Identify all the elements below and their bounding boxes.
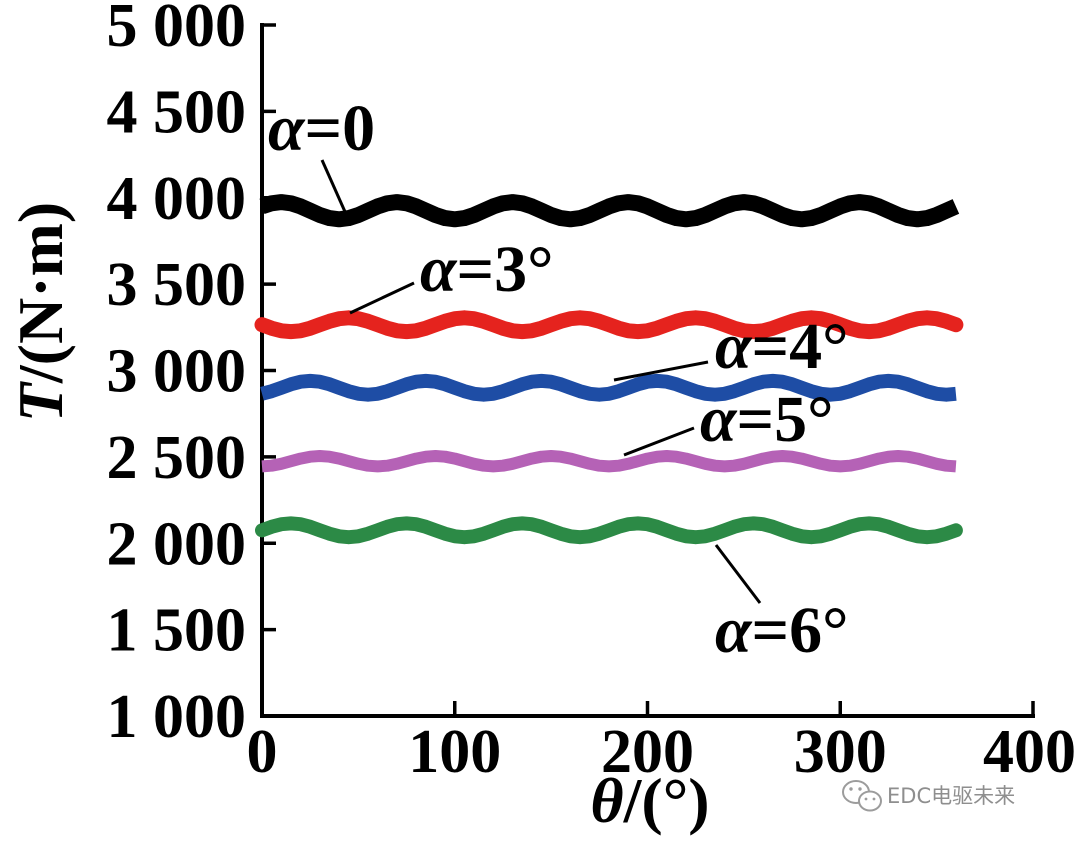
watermark-text: EDC电驱未来 [887,784,1015,808]
series-line-alpha-4 [260,373,957,402]
series-line-alpha-5 [261,450,957,473]
y-tick-label: 4 500 [107,78,247,146]
series-line-alpha-0 [259,194,960,228]
y-tick-label: 3 000 [107,338,247,406]
wechat-icon-eye [849,787,853,791]
x-axis-title: θ/(°) [590,765,709,836]
y-tick-label: 4 000 [107,165,247,233]
series-label-alpha-4: α=4° [715,310,849,383]
x-tick-label: 200 [601,718,694,786]
x-axis-ticks: 0 100 200 300 400 [247,701,1076,786]
x-tick-label: 0 [247,718,278,786]
series-annotations: α=0 α=3° α=4°α=5° α=6° [268,92,849,667]
wechat-icon-bubble-front [858,790,882,812]
series-lines [254,194,964,545]
x-tick-label: 100 [408,718,501,786]
series-line-alpha-6 [255,516,963,545]
wechat-icon-eye [872,797,876,801]
y-tick-label: 2 000 [107,510,247,578]
y-tick-label: 3 500 [107,251,247,319]
y-tick-label: 2 500 [107,424,247,492]
series-line-alpha-3 [254,310,964,340]
x-tick-label: 300 [794,718,887,786]
x-tick-label: 400 [983,718,1076,786]
wechat-icon-eye [864,797,868,801]
series-label-alpha-5: α=5° [700,383,834,456]
leader-line-alpha-5 [623,426,695,457]
y-tick-label: 5 000 [107,0,247,60]
leader-line-alpha-6 [714,544,762,604]
leader-line-alpha-4 [613,360,709,382]
watermark: EDC电驱未来 [842,780,1015,812]
leader-line-alpha-0 [320,159,348,215]
y-axis-title: T/(N·m) [5,202,76,422]
wechat-icon [842,780,882,812]
y-tick-label: 1 000 [107,683,247,751]
axes: 1 000 1 500 2 000 2 500 3 000 3 500 4 000 4 500… [5,0,1076,836]
series-label-alpha-0: α=0 [268,92,375,165]
series-label-alpha-3: α=3° [420,233,554,306]
y-tick-label: 1 500 [107,597,247,665]
wechat-icon-eye [858,787,862,791]
y-axis-ticks: 1 000 1 500 2 000 2 500 3 000 3 500 4 000 4 500… [107,0,276,751]
leader-line-alpha-3 [349,281,415,315]
series-label-alpha-6: α=6° [715,594,849,667]
